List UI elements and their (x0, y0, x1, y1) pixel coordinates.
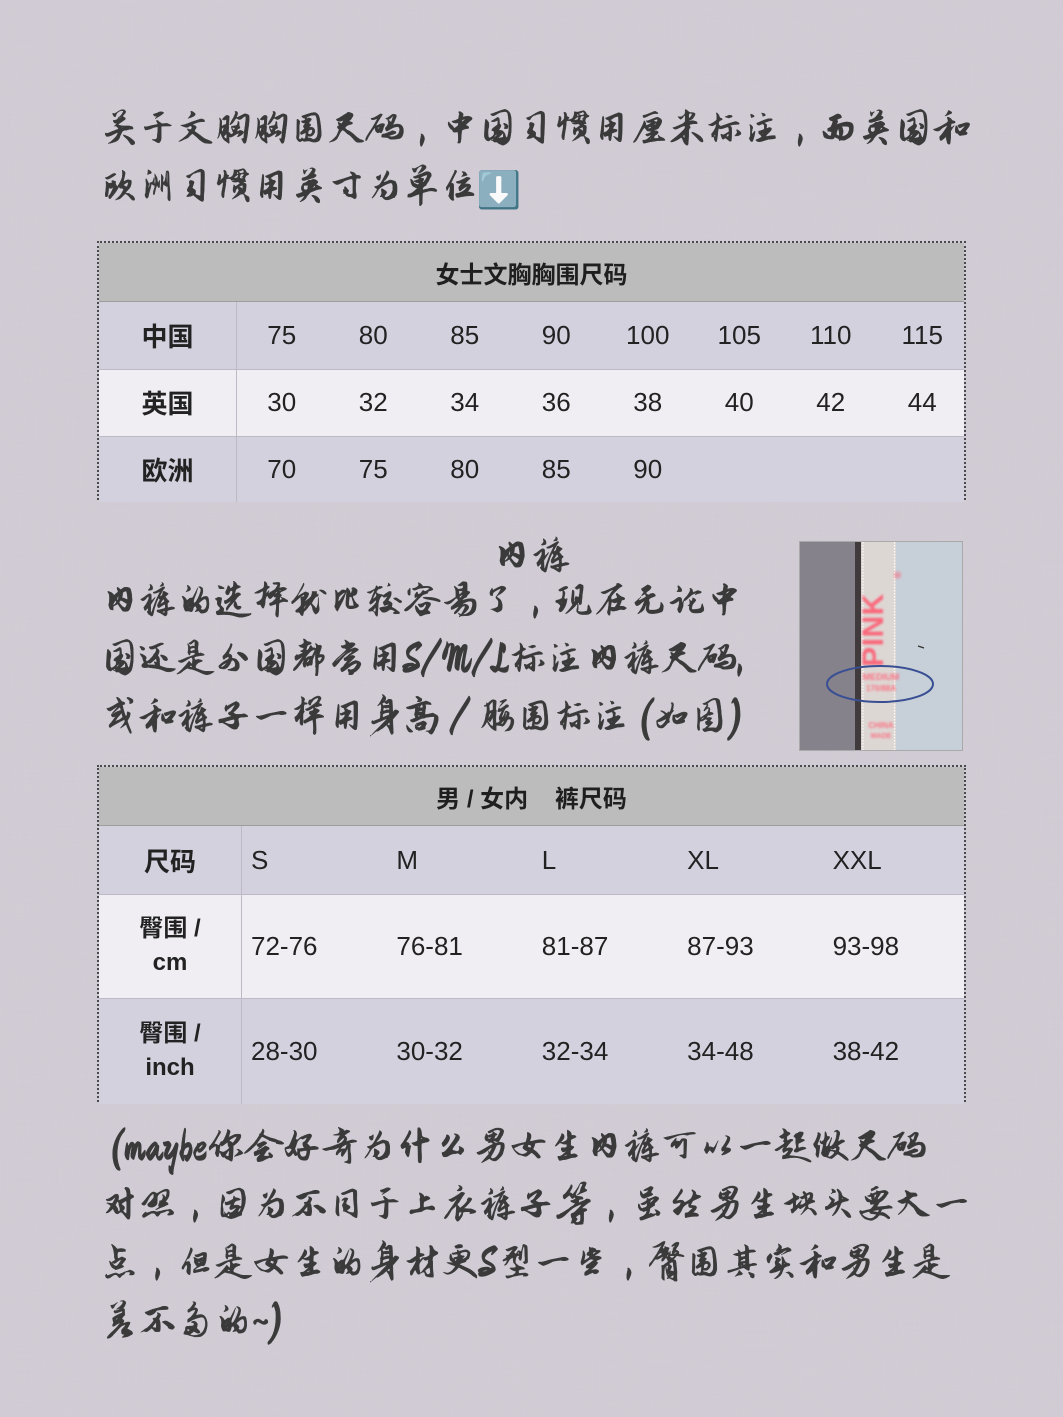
svg-text:MADE: MADE (871, 733, 892, 740)
svg-text:®: ® (893, 571, 904, 579)
svg-text:170/88A: 170/88A (866, 684, 896, 693)
svg-text:MEDIUM: MEDIUM (863, 672, 900, 682)
svg-text:PINK: PINK (857, 593, 890, 667)
svg-text:CHINA: CHINA (868, 721, 894, 730)
